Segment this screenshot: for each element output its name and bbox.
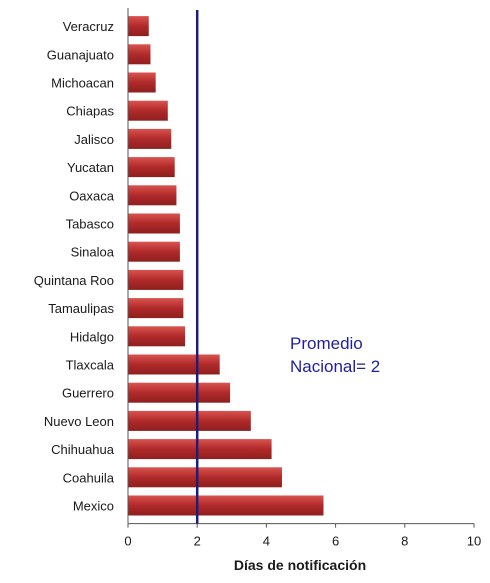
bar-michoacan [128, 72, 156, 93]
reference-annotation-line-2: Nacional= 2 [290, 357, 380, 376]
bars-group [128, 16, 324, 516]
category-label: Mexico [73, 499, 114, 514]
category-label: Yucatan [67, 160, 114, 175]
category-label: Tlaxcala [66, 358, 115, 373]
bar-oaxaca [128, 185, 177, 206]
bar-veracruz [128, 16, 149, 37]
bar-chihuahua [128, 439, 272, 460]
category-label: Nuevo Leon [44, 414, 114, 429]
category-label: Oaxaca [69, 188, 115, 203]
bar-guanajuato [128, 44, 151, 65]
bar-guerrero [128, 382, 231, 403]
x-tick-label: 0 [124, 534, 131, 549]
bar-coahuila [128, 467, 282, 488]
category-label: Hidalgo [70, 329, 114, 344]
category-label: Sinaloa [71, 245, 115, 260]
category-label: Chihuahua [51, 442, 115, 457]
x-tick-label: 10 [467, 534, 481, 549]
x-tick-label: 6 [332, 534, 339, 549]
x-axis [127, 8, 475, 528]
category-label: Tabasco [66, 217, 114, 232]
category-label: Guerrero [62, 386, 114, 401]
reference-annotation: Promedio Nacional= 2 [290, 334, 380, 376]
x-tick-label: 4 [263, 534, 270, 549]
x-tick-label: 8 [401, 534, 408, 549]
bar-tabasco [128, 213, 180, 234]
category-label: Veracruz [63, 19, 114, 34]
bar-nuevo-leon [128, 410, 251, 431]
bar-sinaloa [128, 241, 180, 262]
category-label: Chiapas [66, 104, 114, 119]
bar-hidalgo [128, 326, 186, 347]
category-label: Tamaulipas [48, 301, 114, 316]
category-label: Guanajuato [47, 47, 114, 62]
reference-annotation-line-1: Promedio [290, 334, 363, 353]
x-tick-labels: 0 2 4 6 8 10 [124, 534, 481, 549]
bar-jalisco [128, 128, 172, 149]
category-label: Jalisco [74, 132, 114, 147]
category-label: Quintana Roo [34, 273, 114, 288]
category-label: Michoacan [51, 76, 114, 91]
x-axis-title: Días de notificación [234, 557, 366, 573]
bar-mexico [128, 495, 324, 516]
bar-tlaxcala [128, 354, 220, 375]
category-label: Coahuila [63, 470, 115, 485]
bar-yucatan [128, 157, 175, 178]
category-labels: Veracruz Guanajuato Michoacan Chiapas Jalisc… [34, 19, 115, 513]
x-tick-label: 2 [194, 534, 201, 549]
bar-quintana-roo [128, 269, 184, 290]
bar-chiapas [128, 100, 168, 121]
bar-tamaulipas [128, 298, 184, 319]
